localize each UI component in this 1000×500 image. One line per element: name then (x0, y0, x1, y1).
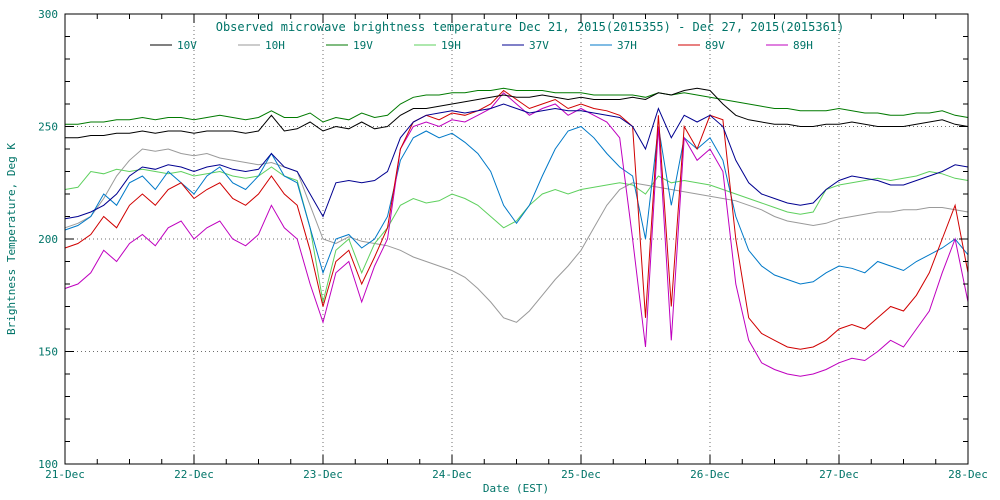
legend-item-19H: 19H (414, 39, 461, 52)
x-tick-label: 28-Dec (948, 468, 988, 481)
legend-item-37V: 37V (502, 39, 549, 52)
legend-label: 19V (353, 39, 373, 52)
y-tick-label: 100 (38, 458, 58, 471)
y-axis-label: Brightness Temperature, Deg K (5, 143, 18, 335)
y-tick-label: 250 (38, 121, 58, 134)
series-line-89V (64, 89, 969, 350)
x-tick-label: 24-Dec (432, 468, 472, 481)
series-line-37H (64, 125, 969, 285)
x-tick-label: 22-Dec (174, 468, 214, 481)
x-axis-label: Date (EST) (483, 482, 549, 495)
plot-frame (64, 13, 969, 465)
series-line-37V (64, 103, 969, 220)
series-line-19H (64, 166, 969, 303)
y-tick-label: 150 (38, 346, 58, 359)
legend-label: 89H (793, 39, 813, 52)
x-tick-label: 26-Dec (690, 468, 730, 481)
y-tick-label: 200 (38, 233, 58, 246)
legend-label: 89V (705, 39, 725, 52)
plot-area: 21-Dec 22-Dec 23-Dec 24-Dec 25-Dec 26-Dec 27-D… (38, 8, 988, 481)
legend-item-10H: 10H (238, 39, 285, 52)
x-tick-label: 27-Dec (819, 468, 859, 481)
legend-label: 10H (265, 39, 285, 52)
legend-item-19V: 19V (326, 39, 373, 52)
legend-item-37H: 37H (590, 39, 637, 52)
legend-item-89H: 89H (766, 39, 813, 52)
legend-label: 19H (441, 39, 461, 52)
x-tick-label: 23-Dec (303, 468, 343, 481)
series-line-10H (64, 148, 969, 323)
legend-label: 10V (177, 39, 197, 52)
series-line-89H (64, 92, 969, 377)
series-line-19V (65, 87, 969, 125)
legend-label: 37H (617, 39, 637, 52)
x-tick-label: 25-Dec (561, 468, 601, 481)
x-tick-label: 21-Dec (45, 468, 85, 481)
series-line-10V (65, 87, 969, 139)
y-tick-label: 300 (38, 8, 58, 21)
legend-item-10V: 10V (150, 39, 197, 52)
chart-title: Observed microwave brightness temperatur… (216, 20, 845, 34)
legend-label: 37V (529, 39, 549, 52)
legend-item-89V: 89V (678, 39, 725, 52)
